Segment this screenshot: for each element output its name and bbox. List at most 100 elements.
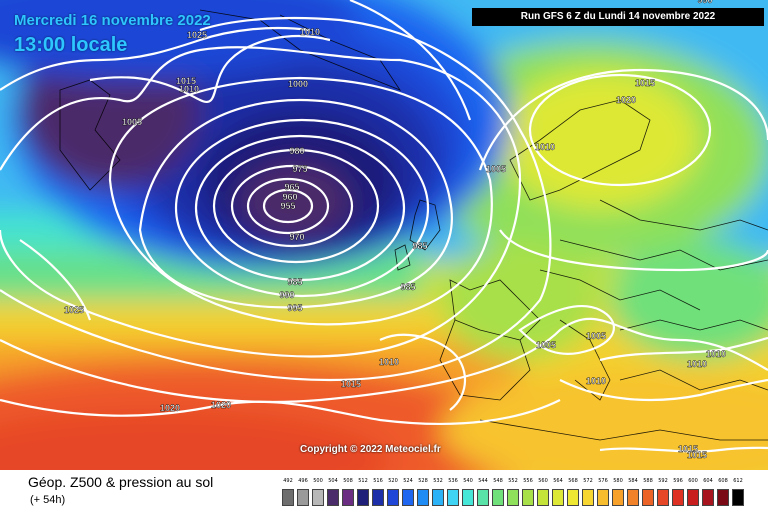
isobar-label: 1015 bbox=[678, 444, 698, 454]
scale-label: 508 bbox=[343, 478, 353, 484]
scale-label: 532 bbox=[433, 478, 443, 484]
scale-label: 580 bbox=[613, 478, 623, 484]
scale-label: 548 bbox=[493, 478, 503, 484]
scale-label: 528 bbox=[418, 478, 428, 484]
isobar-label: 1015 bbox=[176, 76, 196, 86]
scale-label: 596 bbox=[673, 478, 683, 484]
scale-label: 516 bbox=[373, 478, 383, 484]
isobar-label: 1010 bbox=[706, 349, 726, 359]
scale-swatch bbox=[312, 489, 324, 506]
isobar-label: 1005 bbox=[486, 164, 506, 174]
isobar-label: 955 bbox=[280, 201, 295, 211]
scale-label: 612 bbox=[733, 478, 743, 484]
scale-swatch bbox=[507, 489, 519, 506]
isobar-label: 985 bbox=[412, 241, 427, 251]
scale-swatch bbox=[582, 489, 594, 506]
scale-label: 520 bbox=[388, 478, 398, 484]
map-title: Géop. Z500 & pression au sol bbox=[28, 474, 214, 490]
isobar-label: 1015 bbox=[635, 78, 655, 88]
scale-label: 564 bbox=[553, 478, 563, 484]
scale-swatch bbox=[447, 489, 459, 506]
scale-label: 592 bbox=[658, 478, 668, 484]
scale-swatch bbox=[612, 489, 624, 506]
scale-swatch bbox=[732, 489, 744, 506]
isobar-label: 995 bbox=[287, 303, 302, 313]
isobar-label: 1010 bbox=[586, 376, 606, 386]
scale-swatch bbox=[372, 489, 384, 506]
isobar-label: 960 bbox=[282, 192, 297, 202]
isobar-label: 990 bbox=[697, 0, 712, 5]
forecast-lead-time: (+ 54h) bbox=[30, 494, 66, 506]
isobar-label: 1010 bbox=[179, 84, 199, 94]
isobars bbox=[0, 0, 768, 451]
run-info-box: Run GFS 6 Z du Lundi 14 novembre 2022 bbox=[472, 8, 764, 26]
scale-swatch bbox=[657, 489, 669, 506]
scale-swatch bbox=[492, 489, 504, 506]
isobar-label: 1010 bbox=[300, 27, 320, 37]
scale-swatch bbox=[327, 489, 339, 506]
scale-swatch bbox=[477, 489, 489, 506]
isobar-label: 1025 bbox=[187, 30, 207, 40]
scale-swatch bbox=[537, 489, 549, 506]
scale-label: 608 bbox=[718, 478, 728, 484]
scale-label: 500 bbox=[313, 478, 323, 484]
scale-swatch bbox=[432, 489, 444, 506]
scale-label: 504 bbox=[328, 478, 338, 484]
scale-label: 540 bbox=[463, 478, 473, 484]
scale-label: 572 bbox=[583, 478, 593, 484]
isobar-label: 1010 bbox=[687, 359, 707, 369]
isobar-label: 1025 bbox=[64, 305, 84, 315]
landmasses bbox=[59, 9, 768, 441]
scale-swatch bbox=[672, 489, 684, 506]
scale-swatch bbox=[597, 489, 609, 506]
scale-swatch bbox=[462, 489, 474, 506]
scale-swatch bbox=[342, 489, 354, 506]
forecast-date: Mercredi 16 novembre 2022 bbox=[14, 12, 211, 29]
scale-label: 536 bbox=[448, 478, 458, 484]
scale-swatch bbox=[702, 489, 714, 506]
scale-swatch bbox=[282, 489, 294, 506]
scale-swatch bbox=[402, 489, 414, 506]
scale-label: 552 bbox=[508, 478, 518, 484]
scale-label: 600 bbox=[688, 478, 698, 484]
scale-label: 556 bbox=[523, 478, 533, 484]
scale-swatch bbox=[522, 489, 534, 506]
scale-label: 512 bbox=[358, 478, 368, 484]
scale-label: 584 bbox=[628, 478, 638, 484]
isobar-label: 990 bbox=[279, 290, 294, 300]
isobar-label: 965 bbox=[284, 182, 299, 192]
scale-label: 524 bbox=[403, 478, 413, 484]
scale-label: 604 bbox=[703, 478, 713, 484]
isobar-label: 980 bbox=[289, 146, 304, 156]
isobar-label: 1015 bbox=[687, 450, 707, 460]
isobar-label: 975 bbox=[292, 164, 307, 174]
isobar-label: 1010 bbox=[379, 357, 399, 367]
scale-swatch bbox=[567, 489, 579, 506]
isobar-label: 1005 bbox=[122, 117, 142, 127]
scale-label: 560 bbox=[538, 478, 548, 484]
scale-swatch bbox=[387, 489, 399, 506]
scale-swatch bbox=[297, 489, 309, 506]
isobar-label: 1020 bbox=[211, 400, 231, 410]
scale-label: 588 bbox=[643, 478, 653, 484]
forecast-time: 13:00 locale bbox=[14, 34, 128, 56]
scale-swatch bbox=[627, 489, 639, 506]
scale-label: 576 bbox=[598, 478, 608, 484]
copyright-text: Copyright © 2022 Meteociel.fr bbox=[300, 444, 441, 455]
scale-swatch bbox=[552, 489, 564, 506]
isobar-label: 1005 bbox=[586, 331, 606, 341]
scale-swatch bbox=[642, 489, 654, 506]
isobar-label: 1020 bbox=[160, 403, 180, 413]
scale-label: 544 bbox=[478, 478, 488, 484]
color-scale-legend: 492 496 500 504 508 512 516 520 524 528 532 536 540 5… bbox=[282, 478, 750, 508]
isobar-label: 1005 bbox=[536, 340, 556, 350]
scale-swatch bbox=[717, 489, 729, 506]
scale-label: 568 bbox=[568, 478, 578, 484]
isobar-label: 1010 bbox=[535, 142, 555, 152]
scale-swatch bbox=[417, 489, 429, 506]
scale-label: 492 bbox=[283, 478, 293, 484]
scale-swatch bbox=[357, 489, 369, 506]
isobar-label: 970 bbox=[289, 232, 304, 242]
